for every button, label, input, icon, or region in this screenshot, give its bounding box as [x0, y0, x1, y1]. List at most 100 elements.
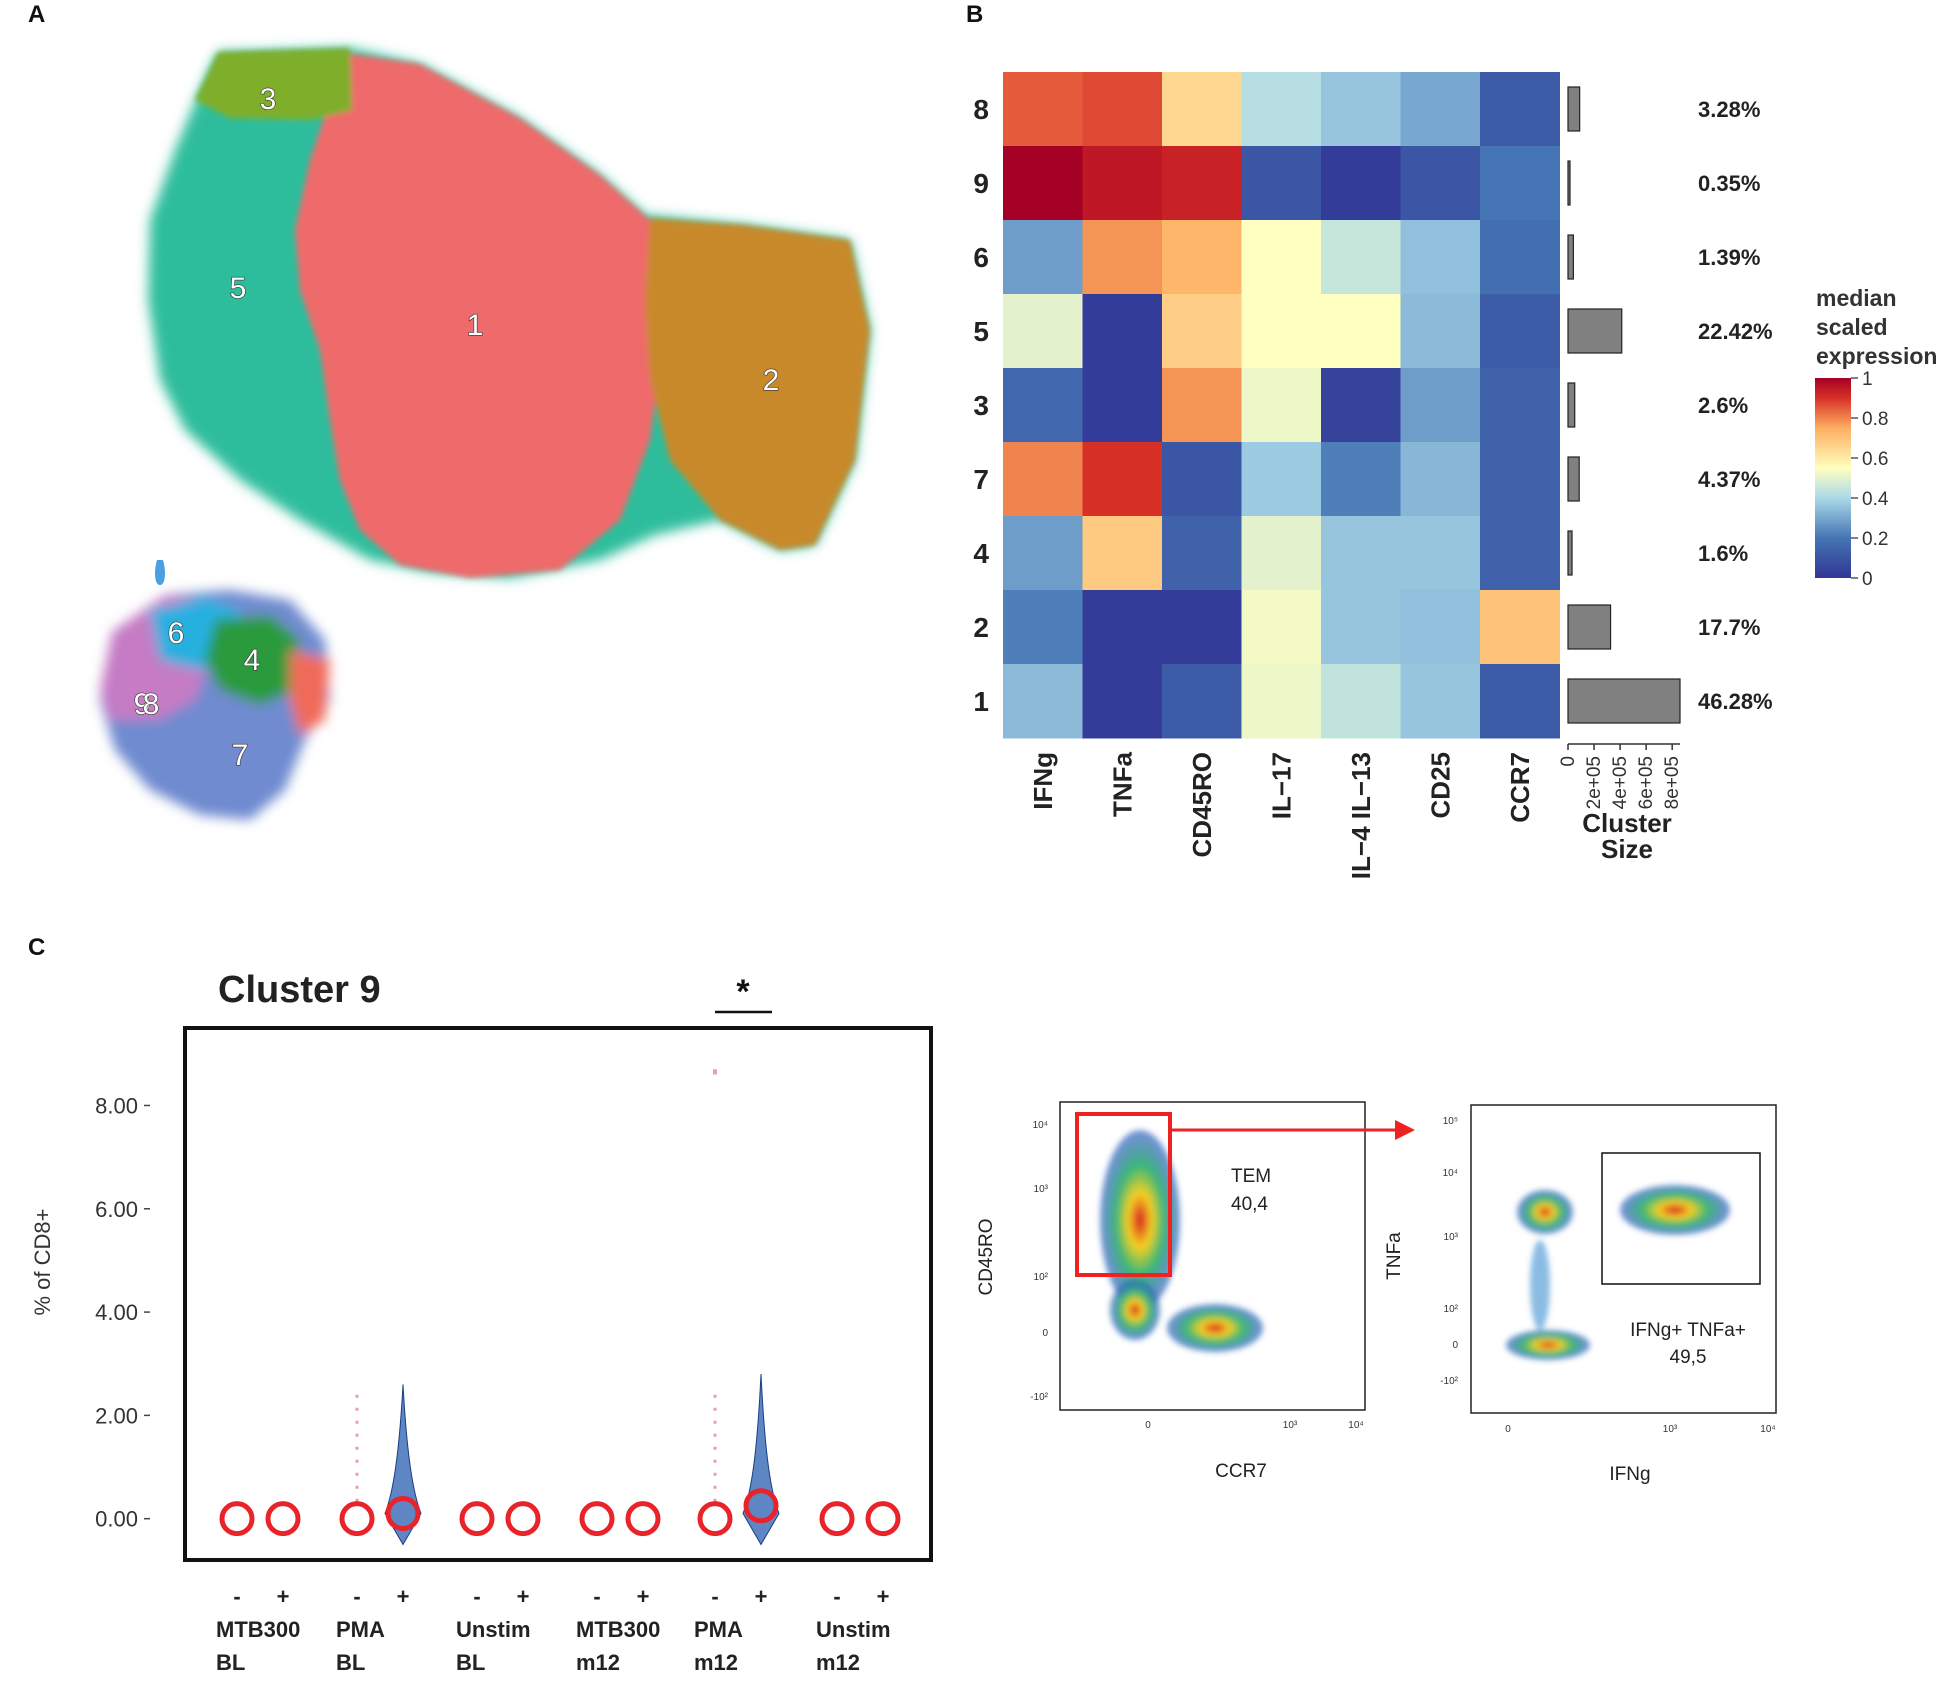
heatmap-cell: [1241, 442, 1322, 517]
data-point-pos: [385, 1496, 421, 1532]
heatmap-cell: [1241, 590, 1322, 665]
umap-cluster-5: 5: [230, 272, 247, 305]
heatmap-cell: [1082, 590, 1163, 665]
heatmap-cell: [1003, 220, 1083, 295]
cluster-size-bars: 3.28% 0.35% 1.39% 22.42% 2.6% 4.37% 1.6% 17.7% 4…: [1558, 86, 1773, 864]
heatmap-cell: [1082, 664, 1163, 739]
cluster-size-bar: [1567, 160, 1571, 206]
heatmap-cell: [1003, 294, 1083, 369]
heatmap-col-label: IFNg: [1028, 752, 1058, 810]
heatmap-cell: [1162, 368, 1242, 443]
data-point-neg: [459, 1501, 495, 1537]
heatmap-col-label: CD45RO: [1187, 752, 1217, 857]
heatmap-cell: [1321, 516, 1401, 591]
data-point-pos: [505, 1501, 541, 1537]
sign-neg: -: [711, 1584, 718, 1609]
heatmap-cell: [1082, 72, 1163, 147]
heatmap-cell: [1321, 368, 1401, 443]
sign-pos: +: [877, 1584, 890, 1609]
heatmap-cell: [1400, 516, 1481, 591]
heatmap-cell: [1003, 146, 1083, 221]
heatmap-cell: [1003, 590, 1083, 665]
heatmap-col-label: IL−17: [1266, 752, 1296, 819]
heatmap-cell: [1082, 146, 1163, 221]
group-label-line1: MTB300: [576, 1617, 660, 1642]
heatmap-cell: [1321, 220, 1401, 295]
flow1-xtick: 0: [1145, 1420, 1151, 1431]
cluster-size-bar: [1567, 382, 1576, 428]
heatmap-cell: [1480, 590, 1560, 665]
y-tick-label: 8.00: [95, 1093, 138, 1118]
flow1-xtick: 10⁴: [1348, 1420, 1363, 1431]
size-axis-tick-label: 6e+05: [1636, 756, 1657, 809]
flow-plot-2-frame: [1470, 1104, 1777, 1414]
legend-title-line-2: scaled: [1816, 314, 1888, 340]
heatmap-cell: [1162, 664, 1242, 739]
flow2-ytick: 10²: [1444, 1304, 1459, 1315]
legend-tick-label: 0.2: [1862, 529, 1888, 550]
flow2-x-label: IFNg: [1609, 1464, 1650, 1485]
legend-tick-label: 0.6: [1862, 449, 1888, 470]
cluster-size-percent: 1.6%: [1698, 541, 1748, 566]
size-axis-tick-label: 4e+05: [1610, 756, 1631, 809]
flow2-ytick: 0: [1452, 1340, 1458, 1351]
heatmap-cell: [1400, 220, 1481, 295]
tem-gate-value: 40,4: [1231, 1194, 1268, 1215]
heatmap-row-label: 5: [973, 316, 989, 347]
flow1-population-ccr7: [1167, 1304, 1263, 1352]
double-gate-value: 49,5: [1670, 1347, 1707, 1368]
sign-pos: +: [277, 1584, 290, 1609]
flow2-ytick: 10⁴: [1443, 1168, 1458, 1179]
y-axis-label: % of CD8+: [30, 1209, 55, 1316]
sign-pos: +: [397, 1584, 410, 1609]
heatmap-cell: [1082, 220, 1163, 295]
flow2-xtick: 10⁴: [1760, 1424, 1775, 1435]
heatmap-cell: [1082, 368, 1163, 443]
group-label-line2: m12: [694, 1650, 738, 1675]
cluster-size-percent: 4.37%: [1698, 467, 1760, 492]
sign-pos: +: [637, 1584, 650, 1609]
cluster-size-bar: [1567, 86, 1581, 132]
umap-cluster-2: 2: [763, 364, 780, 397]
group-label-line1: PMA: [694, 1617, 743, 1642]
flow1-ytick: 10²: [1034, 1272, 1049, 1283]
sign-neg: -: [473, 1584, 480, 1609]
y-tick-label: 4.00: [95, 1300, 138, 1325]
cluster-size-bar: [1567, 604, 1612, 650]
flow1-ytick: 10³: [1034, 1184, 1049, 1195]
heatmap-cell: [1321, 590, 1401, 665]
umap-cluster-9: 9: [134, 688, 151, 721]
flow1-y-label: CD45RO: [976, 1218, 997, 1295]
flow1-ytick: -10²: [1030, 1392, 1048, 1403]
cluster-size-percent: 22.42%: [1698, 319, 1773, 344]
flow1-population-naive: [1110, 1280, 1160, 1340]
flow1-xtick: 10³: [1283, 1420, 1298, 1431]
tem-gate: [1075, 1112, 1172, 1277]
flow1-ytick: 0: [1042, 1328, 1048, 1339]
legend-title-line-3: expression: [1816, 343, 1937, 369]
flow2-xtick: 0: [1505, 1424, 1511, 1435]
cluster-size-percent: 46.28%: [1698, 689, 1773, 714]
cluster-size-bar: [1567, 308, 1623, 354]
heatmap-cell: [1003, 72, 1083, 147]
group-label-line2: m12: [816, 1650, 860, 1675]
sign-neg: -: [233, 1584, 240, 1609]
data-point-neg: [339, 1501, 375, 1537]
legend-tick-label: 1: [1862, 369, 1873, 390]
heatmap-cell: [1162, 590, 1242, 665]
flow2-population-double: [1620, 1185, 1730, 1235]
heatmap-cell: [1003, 442, 1083, 517]
heatmap-col-label: CD25: [1425, 752, 1455, 818]
heatmap-cell: [1321, 664, 1401, 739]
data-point-neg: [697, 1501, 733, 1537]
size-axis-label: Cluster: [1582, 808, 1672, 838]
group-label-line1: Unstim: [456, 1617, 531, 1642]
flow2-y-label: TNFa: [1384, 1232, 1405, 1280]
cluster-size-bar: [1567, 234, 1574, 280]
heatmap-col-label: TNFa: [1107, 751, 1137, 817]
group-label-line2: BL: [216, 1650, 245, 1675]
umap-cluster-3: 3: [260, 83, 277, 116]
heatmap-cell: [1241, 294, 1322, 369]
data-point-pos: [625, 1501, 661, 1537]
